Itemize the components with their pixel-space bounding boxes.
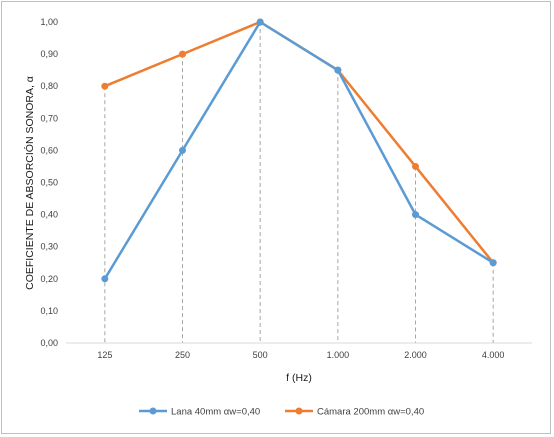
x-axis-ticks: 125 250 500 1.000 2.000 4.000	[97, 350, 504, 360]
x-tick-label: 125	[97, 350, 112, 360]
data-point[interactable]	[179, 146, 186, 154]
series-line	[103, 20, 495, 281]
legend-marker-camara	[295, 407, 303, 415]
y-tick-label: 0,10	[40, 306, 58, 316]
x-tick-label: 500	[253, 350, 268, 360]
data-point[interactable]	[179, 50, 186, 58]
data-point[interactable]	[101, 82, 109, 90]
y-tick-label: 0,30	[40, 242, 58, 252]
data-point[interactable]	[101, 275, 109, 283]
series-group	[101, 18, 497, 283]
x-axis-title: f (Hz)	[286, 372, 312, 384]
x-tick-label: 250	[175, 350, 190, 360]
y-tick-label: 1,00	[40, 17, 58, 27]
legend-marker-lana	[149, 407, 157, 415]
data-point[interactable]	[334, 66, 342, 74]
data-point[interactable]	[256, 18, 264, 26]
x-tick-label: 1.000	[327, 350, 350, 360]
y-axis-ticks: 0,00 0,10 0,20 0,30 0,40 0,50 0,60 0,70 0,80 0,90…	[40, 17, 58, 348]
y-tick-label: 0,70	[40, 113, 58, 123]
series-0	[101, 18, 497, 283]
y-tick-label: 0,00	[40, 338, 58, 348]
data-point[interactable]	[489, 259, 497, 267]
y-tick-label: 0,90	[40, 49, 58, 59]
drop-lines	[104, 22, 494, 343]
x-tick-label: 2.000	[404, 350, 427, 360]
y-axis-title: COEFICIENTE DE ABSORCIÓN SONORA, α	[23, 76, 36, 290]
y-tick-label: 0,60	[40, 145, 58, 155]
data-point[interactable]	[412, 211, 419, 219]
x-tick-label: 4.000	[482, 350, 505, 360]
y-tick-label: 0,40	[40, 210, 58, 220]
legend-label-lana: Lana 40mm αw=0,40	[171, 407, 260, 418]
legend: Lana 40mm αw=0,40 Cámara 200mm αw=0,40	[139, 407, 424, 418]
y-tick-label: 0,80	[40, 81, 58, 91]
legend-item-lana[interactable]: Lana 40mm αw=0,40	[139, 407, 260, 418]
legend-label-camara: Cámara 200mm αw=0,40	[317, 407, 424, 418]
data-point[interactable]	[412, 162, 419, 170]
y-tick-label: 0,20	[40, 274, 58, 284]
y-tick-label: 0,50	[40, 178, 58, 188]
legend-item-camara[interactable]: Cámara 200mm αw=0,40	[285, 407, 424, 418]
